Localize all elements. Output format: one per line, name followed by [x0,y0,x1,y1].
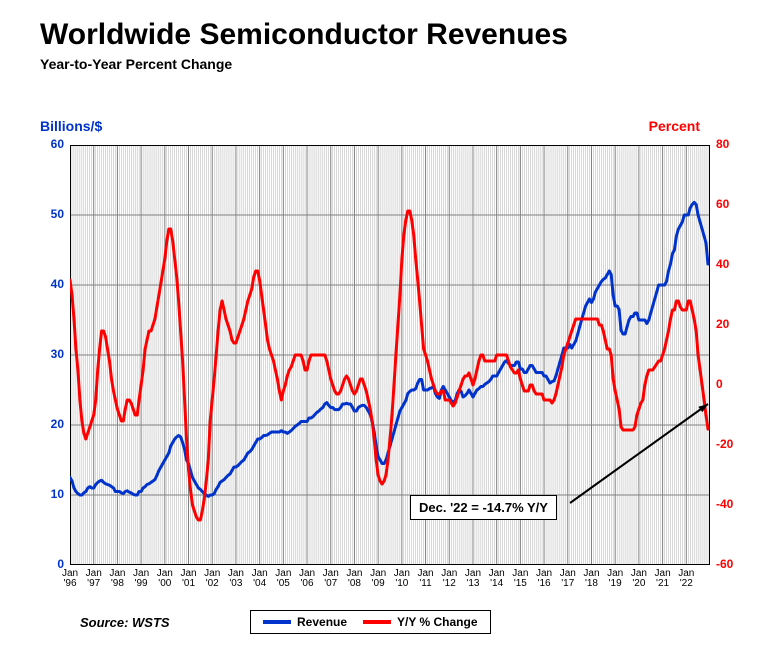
chart-plot-area [70,145,710,565]
x-tick-label: Jan'14 [485,569,509,589]
x-tick-label: Jan'20 [627,569,651,589]
chart-page: { "title": "Worldwide Semiconductor Reve… [0,0,772,654]
x-tick-label: Jan'00 [153,569,177,589]
x-tick-label: Jan'05 [271,569,295,589]
y1-tick-label: 30 [51,347,64,361]
y1-tick-label: 40 [51,277,64,291]
y2-tick-label: 40 [716,257,729,271]
x-tick-label: Jan'10 [390,569,414,589]
x-tick-label: Jan'97 [82,569,106,589]
legend-swatch-revenue [263,620,291,624]
x-tick-label: Jan'21 [651,569,675,589]
x-tick-label: Jan'17 [556,569,580,589]
y2-tick-label: -60 [716,557,733,571]
x-tick-label: Jan'22 [674,569,698,589]
x-tick-label: Jan'07 [319,569,343,589]
y2-tick-label: 20 [716,317,729,331]
chart-legend: Revenue Y/Y % Change [250,610,491,634]
chart-title: Worldwide Semiconductor Revenues [40,18,568,52]
legend-label-revenue: Revenue [297,615,347,629]
legend-item-yoy: Y/Y % Change [363,615,477,629]
y2-tick-label: -40 [716,497,733,511]
chart-source: Source: WSTS [80,615,170,630]
legend-label-yoy: Y/Y % Change [397,615,477,629]
x-tick-label: Jan'15 [508,569,532,589]
callout-annotation: Dec. '22 = -14.7% Y/Y [410,495,557,520]
x-tick-label: Jan'02 [200,569,224,589]
x-tick-label: Jan'04 [248,569,272,589]
y2-tick-label: 0 [716,377,723,391]
y2-axis-title: Percent [640,118,700,134]
legend-swatch-yoy [363,620,391,624]
y1-axis-title: Billions/$ [40,118,102,134]
x-tick-label: Jan'16 [532,569,556,589]
y1-tick-label: 10 [51,487,64,501]
x-tick-label: Jan'19 [603,569,627,589]
x-tick-label: Jan'01 [177,569,201,589]
x-tick-label: Jan'96 [58,569,82,589]
chart-svg [70,145,710,565]
y2-tick-label: 80 [716,137,729,151]
x-tick-label: Jan'99 [129,569,153,589]
x-tick-label: Jan'09 [366,569,390,589]
y1-tick-label: 60 [51,137,64,151]
y2-tick-label: -20 [716,437,733,451]
x-tick-label: Jan'12 [437,569,461,589]
x-tick-label: Jan'08 [342,569,366,589]
x-tick-label: Jan'06 [295,569,319,589]
x-tick-label: Jan'98 [105,569,129,589]
y1-tick-label: 20 [51,417,64,431]
x-tick-label: Jan'18 [579,569,603,589]
y1-tick-label: 50 [51,207,64,221]
x-tick-label: Jan'11 [414,569,438,589]
x-tick-label: Jan'03 [224,569,248,589]
legend-item-revenue: Revenue [263,615,347,629]
x-tick-label: Jan'13 [461,569,485,589]
y2-tick-label: 60 [716,197,729,211]
chart-subtitle: Year-to-Year Percent Change [40,56,232,72]
